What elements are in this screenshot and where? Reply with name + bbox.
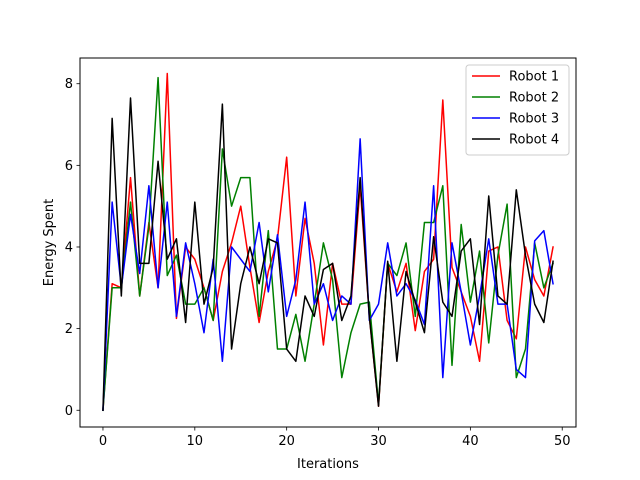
y-tick-label: 8 bbox=[65, 77, 73, 92]
x-tick-label: 10 bbox=[187, 434, 204, 449]
legend: Robot 1 Robot 2 Robot 3 Robot 4 bbox=[465, 64, 570, 156]
plot-frame bbox=[79, 57, 577, 428]
x-tick-label: 30 bbox=[370, 434, 387, 449]
y-axis-title: Energy Spent bbox=[42, 199, 57, 286]
series-layer bbox=[102, 72, 555, 412]
x-tick-label: 20 bbox=[278, 434, 295, 449]
y-tick-label: 0 bbox=[65, 404, 73, 419]
legend-box bbox=[465, 64, 570, 156]
y-tick-label: 6 bbox=[65, 159, 73, 174]
y-tick-label: 4 bbox=[65, 240, 73, 255]
x-axis-title: Iterations bbox=[297, 457, 359, 472]
y-tick-label: 2 bbox=[65, 322, 73, 337]
legend-label-robot-1: Robot 1 bbox=[509, 70, 559, 85]
x-tick-label: 0 bbox=[99, 434, 107, 449]
x-tick-label: 50 bbox=[554, 434, 571, 449]
legend-label-robot-4: Robot 4 bbox=[509, 133, 559, 148]
x-tick-label: 40 bbox=[462, 434, 479, 449]
series-line-robot-4 bbox=[102, 97, 554, 412]
legend-label-robot-3: Robot 3 bbox=[509, 112, 559, 127]
series-line-robot-2 bbox=[102, 76, 555, 412]
legend-label-robot-2: Robot 2 bbox=[509, 91, 559, 106]
ticks-layer: 0 10 20 30 40 50 0 2 4 6 8 bbox=[65, 77, 571, 449]
